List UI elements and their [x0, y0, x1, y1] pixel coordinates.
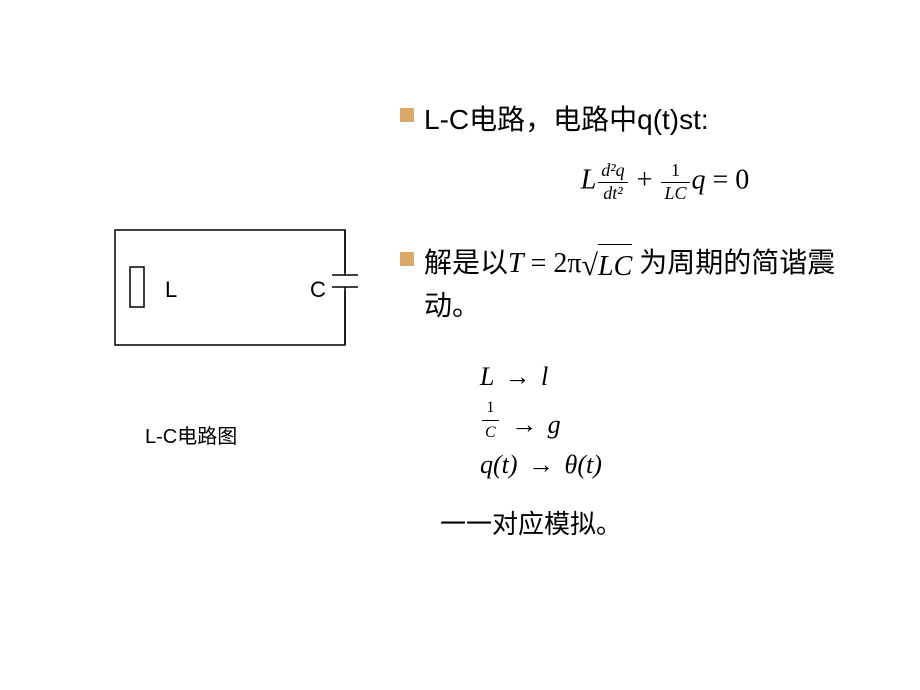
eq-frac2: 1LC [661, 160, 689, 204]
bullet-1-text: L-C电路，电路中q(t)st: [424, 100, 709, 140]
bullet-square-icon [400, 252, 414, 266]
mapping-line-2: 1C → g [480, 396, 880, 445]
eq-eqsign: = [713, 165, 729, 196]
eq-frac1: d²qdt² [598, 160, 627, 204]
period-2pi: 2π [553, 248, 581, 279]
eq-L: L [581, 165, 597, 196]
capacitor-label: C [310, 277, 326, 303]
bullet-1: L-C电路，电路中q(t)st: [400, 100, 880, 140]
content-panel: L-C电路，电路中q(t)st: Ld²qdt² + 1LCq = 0 解是以T… [400, 100, 880, 541]
mapping-line-1: L → l [480, 357, 880, 396]
period-T: T [508, 248, 524, 279]
bullet-2: 解是以T = 2π√LC 为周期的简谐震动。 [400, 244, 880, 326]
eq-q: q [692, 165, 706, 196]
bullet-2-text: 解是以T = 2π√LC 为周期的简谐震动。 [424, 244, 880, 326]
mapping-line-3: q(t) → θ(t) [480, 445, 880, 484]
eq-zero: 0 [735, 165, 749, 196]
circuit-caption: L-C电路图 [145, 420, 237, 449]
inductor-label: L [165, 277, 177, 303]
period-eq: = [531, 248, 547, 279]
eq-plus: + [637, 165, 653, 196]
period-sqrt: √LC [582, 244, 633, 287]
variable-mapping: L → l 1C → g q(t) → θ(t) [480, 357, 880, 484]
lc-differential-equation: Ld²qdt² + 1LCq = 0 [450, 160, 880, 204]
circuit-diagram: L C [110, 225, 360, 360]
bullet-1-prefix: L-C电路，电路中q(t)st: [424, 104, 709, 135]
mapping-conclusion: 一一对应模拟。 [440, 504, 880, 541]
bullet-square-icon [400, 108, 414, 122]
bullet-2-before: 解是以 [424, 248, 508, 279]
